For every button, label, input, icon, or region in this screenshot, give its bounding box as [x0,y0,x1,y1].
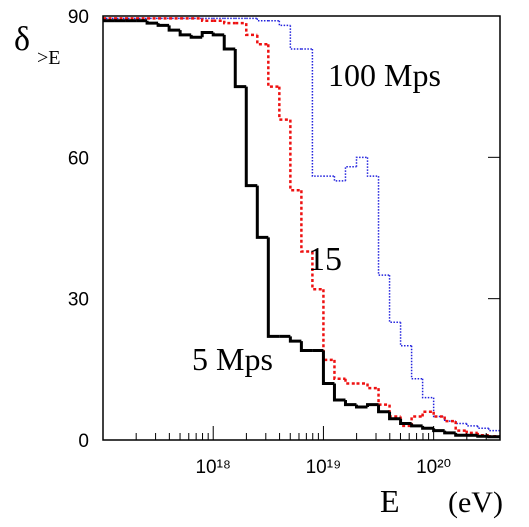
histogram-step [288,336,302,343]
histogram-step [432,411,445,418]
histogram-step [410,415,423,426]
histogram-step [410,423,423,428]
histogram-step [410,345,423,380]
histogram-step [289,119,302,192]
histogram-step [333,176,346,182]
histogram-step [311,251,324,291]
histogram-step [432,397,445,418]
histogram-step [443,430,456,435]
histogram-step [178,30,192,37]
histogram-step [200,30,214,38]
histogram-step [399,418,412,426]
histogram-step [344,378,357,385]
histogram-step [399,322,412,347]
histogram-step [377,388,390,406]
histogram-step [421,425,434,430]
histogram-step [244,86,258,188]
histogram-step [465,430,478,435]
histogram-step [332,383,346,402]
series-label: 5 Mps [192,341,273,377]
y-tick-label: 90 [68,7,89,28]
histogram-step [487,428,500,432]
x-tick-label: 10²⁰ [416,457,451,478]
histogram-step [266,237,280,338]
histogram-step [156,23,170,27]
histogram-step [333,359,346,381]
histogram-step [377,404,390,414]
histogram-step [366,403,379,408]
histogram-step [476,425,489,429]
y-label: δ [14,21,30,58]
histogram-step [278,86,291,121]
histogram-step [289,25,302,50]
histogram-step [454,421,467,432]
y-tick-label: 0 [78,431,89,452]
histogram-step [355,156,368,167]
y-tick-label: 30 [68,290,89,311]
histogram-step [189,34,203,39]
plot-marks [103,17,500,439]
histogram-step [300,190,313,253]
histogram-step [476,434,489,438]
histogram-step [366,383,379,390]
histogram-step [432,428,445,433]
histogram-step [222,34,236,51]
histogram-step [343,399,357,407]
histogram-step [256,18,269,22]
histogram-step [299,341,313,352]
histogram-step [233,48,247,89]
histogram-step [399,416,412,428]
x-tick-label: 10¹⁹ [306,457,342,478]
x-label: E [380,483,400,519]
histogram-step [388,411,401,421]
histogram-step [421,410,434,417]
histogram-step [388,404,401,418]
histogram-step [454,421,467,425]
histogram-step [145,20,159,25]
histogram-step [311,48,324,177]
x-tick-label: 10¹⁸ [195,457,230,478]
histogram-step [388,275,401,323]
histogram-step [222,20,236,25]
histogram-step [211,32,225,37]
histogram-step [377,176,390,276]
histogram-step [278,20,291,27]
histogram-step [454,432,467,437]
histogram-step [344,166,357,181]
histogram-step [366,157,379,177]
histogram-step [167,25,181,32]
histogram-step [465,423,478,427]
histogram-step [421,378,434,399]
histogram-step [322,289,335,362]
histogram-step [245,23,258,37]
histogram-step [200,18,214,22]
y-tick-label: 60 [68,148,89,169]
plot-frame [102,15,501,441]
histogram-step [354,404,368,409]
histogram-step [255,185,269,239]
y-label-sub: >E [37,47,61,69]
x-label-unit: (eV) [448,486,503,519]
histogram-step [256,34,269,46]
histogram-step [267,44,280,88]
series-label: 100 Mps [328,57,441,93]
histogram-step [321,350,335,385]
histogram-step [443,416,456,423]
series-label: 15 [308,241,342,278]
